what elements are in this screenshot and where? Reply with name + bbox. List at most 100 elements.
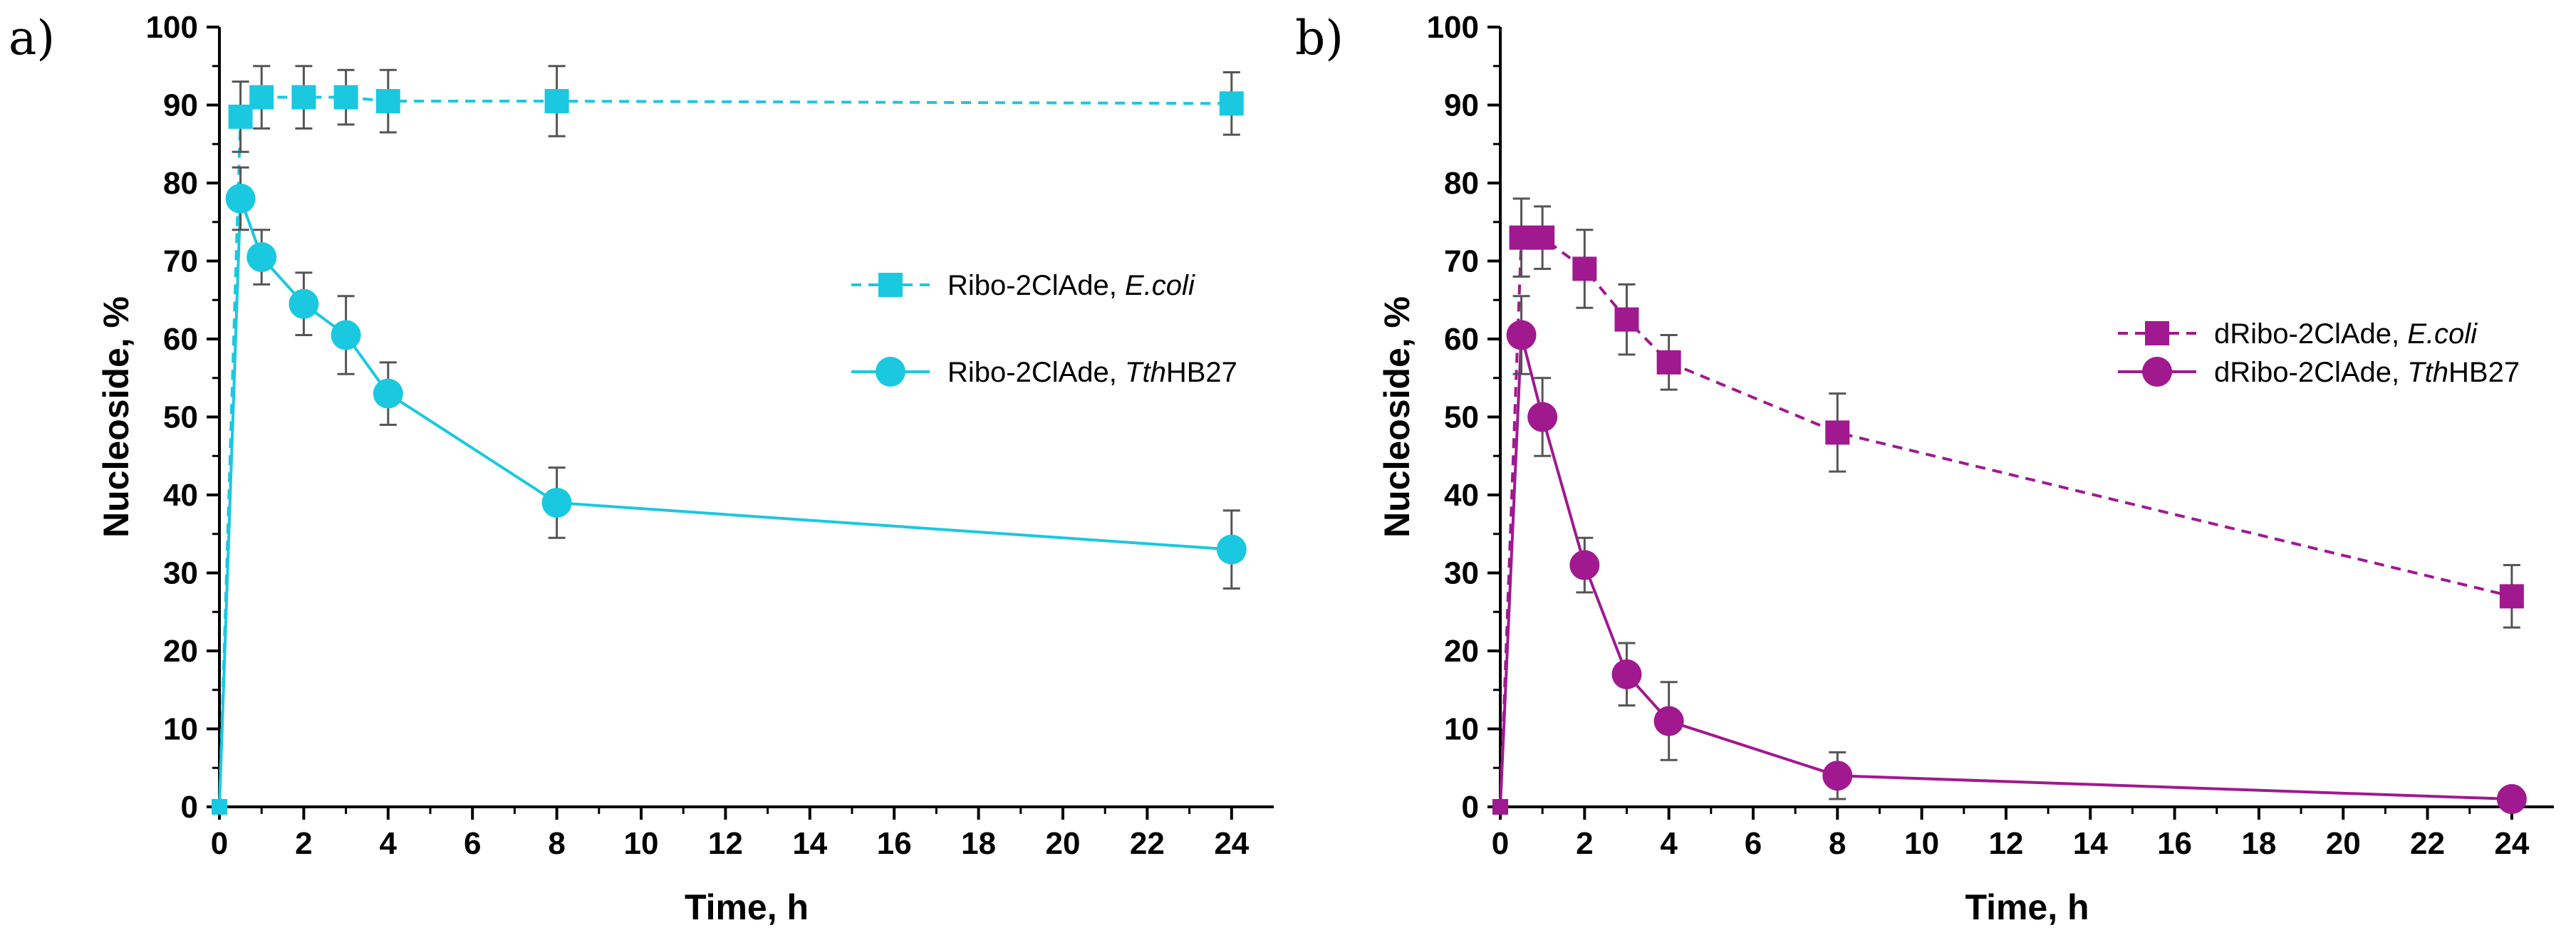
data-point (1493, 800, 1507, 814)
series-line (1499, 335, 2512, 808)
legend-label-text: dRibo-2ClAde, (2214, 318, 2407, 350)
data-point (2496, 784, 2527, 815)
y-tick-label: 100 (1427, 10, 1479, 45)
data-point (1822, 761, 1853, 791)
x-axis-title: Time, h (685, 887, 809, 927)
y-tick-label: 30 (163, 556, 198, 591)
y-tick-label: 90 (163, 88, 198, 123)
x-tick-label: 2 (295, 826, 312, 861)
x-axis-title: Time, h (1965, 887, 2089, 927)
legend-marker (2145, 321, 2169, 345)
x-tick-label: 0 (1492, 826, 1509, 861)
x-tick-label: 14 (792, 826, 827, 861)
series-2 (1493, 295, 2527, 815)
legend-entry-2: Ribo-2ClAde, TthHB27 (851, 357, 1237, 388)
x-tick-label: 10 (1904, 826, 1939, 861)
series-2 (212, 166, 1247, 814)
data-point (246, 242, 277, 273)
data-point (289, 288, 319, 319)
data-point (225, 183, 256, 214)
y-tick-label: 70 (1444, 244, 1479, 279)
legend-marker (878, 273, 903, 297)
y-tick-label: 20 (1444, 634, 1479, 669)
y-tick-label: 10 (163, 712, 198, 747)
data-point (2499, 584, 2524, 609)
data-point (291, 85, 316, 110)
legend-label-text: dRibo-2ClAde, (2214, 357, 2407, 388)
x-tick-label: 4 (1660, 826, 1678, 861)
legend-label-italic: Tth (2407, 357, 2448, 388)
legend-label-suffix: HB27 (1166, 357, 1237, 388)
x-tick-label: 12 (1988, 826, 2023, 861)
y-tick-label: 30 (1444, 556, 1479, 591)
legend-entry-1: dRibo-2ClAde, E.coli (2118, 318, 2478, 350)
legend-label: Ribo-2ClAde, TthHB27 (947, 357, 1237, 388)
data-point (544, 89, 569, 114)
panel-label: b) (1295, 11, 1344, 66)
y-tick-label: 50 (163, 400, 198, 435)
data-point (331, 320, 361, 350)
data-point (1506, 320, 1537, 350)
data-point (1656, 350, 1681, 375)
legend-entry-2: dRibo-2ClAde, TthHB27 (2118, 357, 2520, 388)
x-tick-label: 24 (2494, 826, 2529, 861)
x-tick-label: 20 (1046, 826, 1081, 861)
x-tick-label: 8 (1829, 826, 1846, 861)
y-tick-label: 0 (181, 790, 198, 825)
y-tick-label: 60 (163, 322, 198, 357)
data-point (541, 487, 572, 518)
y-tick-label: 80 (1444, 166, 1479, 201)
y-tick-label: 80 (163, 166, 198, 201)
legend-label: dRibo-2ClAde, TthHB27 (2214, 357, 2520, 388)
legend-marker (2142, 357, 2172, 387)
y-tick-label: 60 (1444, 322, 1479, 357)
data-point (1614, 307, 1639, 332)
data-point (249, 85, 274, 110)
data-point (1527, 402, 1558, 432)
y-axis-title: Nucleoside, % (1377, 296, 1417, 538)
legend-label-italic: E.coli (2407, 318, 2478, 350)
legend-label-suffix: HB27 (2448, 357, 2520, 388)
data-point (1530, 225, 1555, 250)
x-tick-label: 0 (211, 826, 228, 861)
x-tick-label: 16 (877, 826, 912, 861)
x-tick-label: 18 (961, 826, 996, 861)
x-tick-label: 24 (1214, 826, 1249, 861)
x-tick-label: 22 (1130, 826, 1165, 861)
y-tick-label: 100 (146, 10, 198, 45)
x-tick-label: 6 (1745, 826, 1762, 861)
legend-label-text: Ribo-2ClAde, (947, 357, 1125, 388)
x-tick-label: 8 (548, 826, 565, 861)
x-tick-label: 18 (2241, 826, 2276, 861)
y-tick-label: 0 (1462, 790, 1479, 825)
x-tick-label: 20 (2326, 826, 2361, 861)
data-point (1825, 420, 1850, 445)
y-tick-label: 40 (1444, 478, 1479, 513)
y-tick-label: 90 (1444, 88, 1479, 123)
data-point (1216, 534, 1247, 565)
data-point (1569, 550, 1600, 580)
x-tick-label: 6 (464, 826, 481, 861)
data-point (1653, 706, 1684, 736)
x-tick-label: 12 (708, 826, 743, 861)
data-point (1572, 256, 1597, 281)
y-tick-label: 10 (1444, 712, 1479, 747)
data-point (333, 85, 358, 110)
series-1 (212, 65, 1244, 815)
legend-label: dRibo-2ClAde, E.coli (2214, 318, 2478, 350)
data-point (1509, 225, 1534, 250)
series-1 (1492, 197, 2524, 815)
x-tick-label: 10 (624, 826, 659, 861)
data-point (212, 800, 227, 814)
x-tick-label: 2 (1576, 826, 1593, 861)
data-point (1611, 659, 1642, 689)
y-tick-label: 50 (1444, 400, 1479, 435)
y-tick-label: 20 (163, 634, 198, 669)
legend-label-text: Ribo-2ClAde, (947, 270, 1125, 301)
data-point (373, 378, 403, 409)
panel-label: a) (9, 11, 55, 66)
